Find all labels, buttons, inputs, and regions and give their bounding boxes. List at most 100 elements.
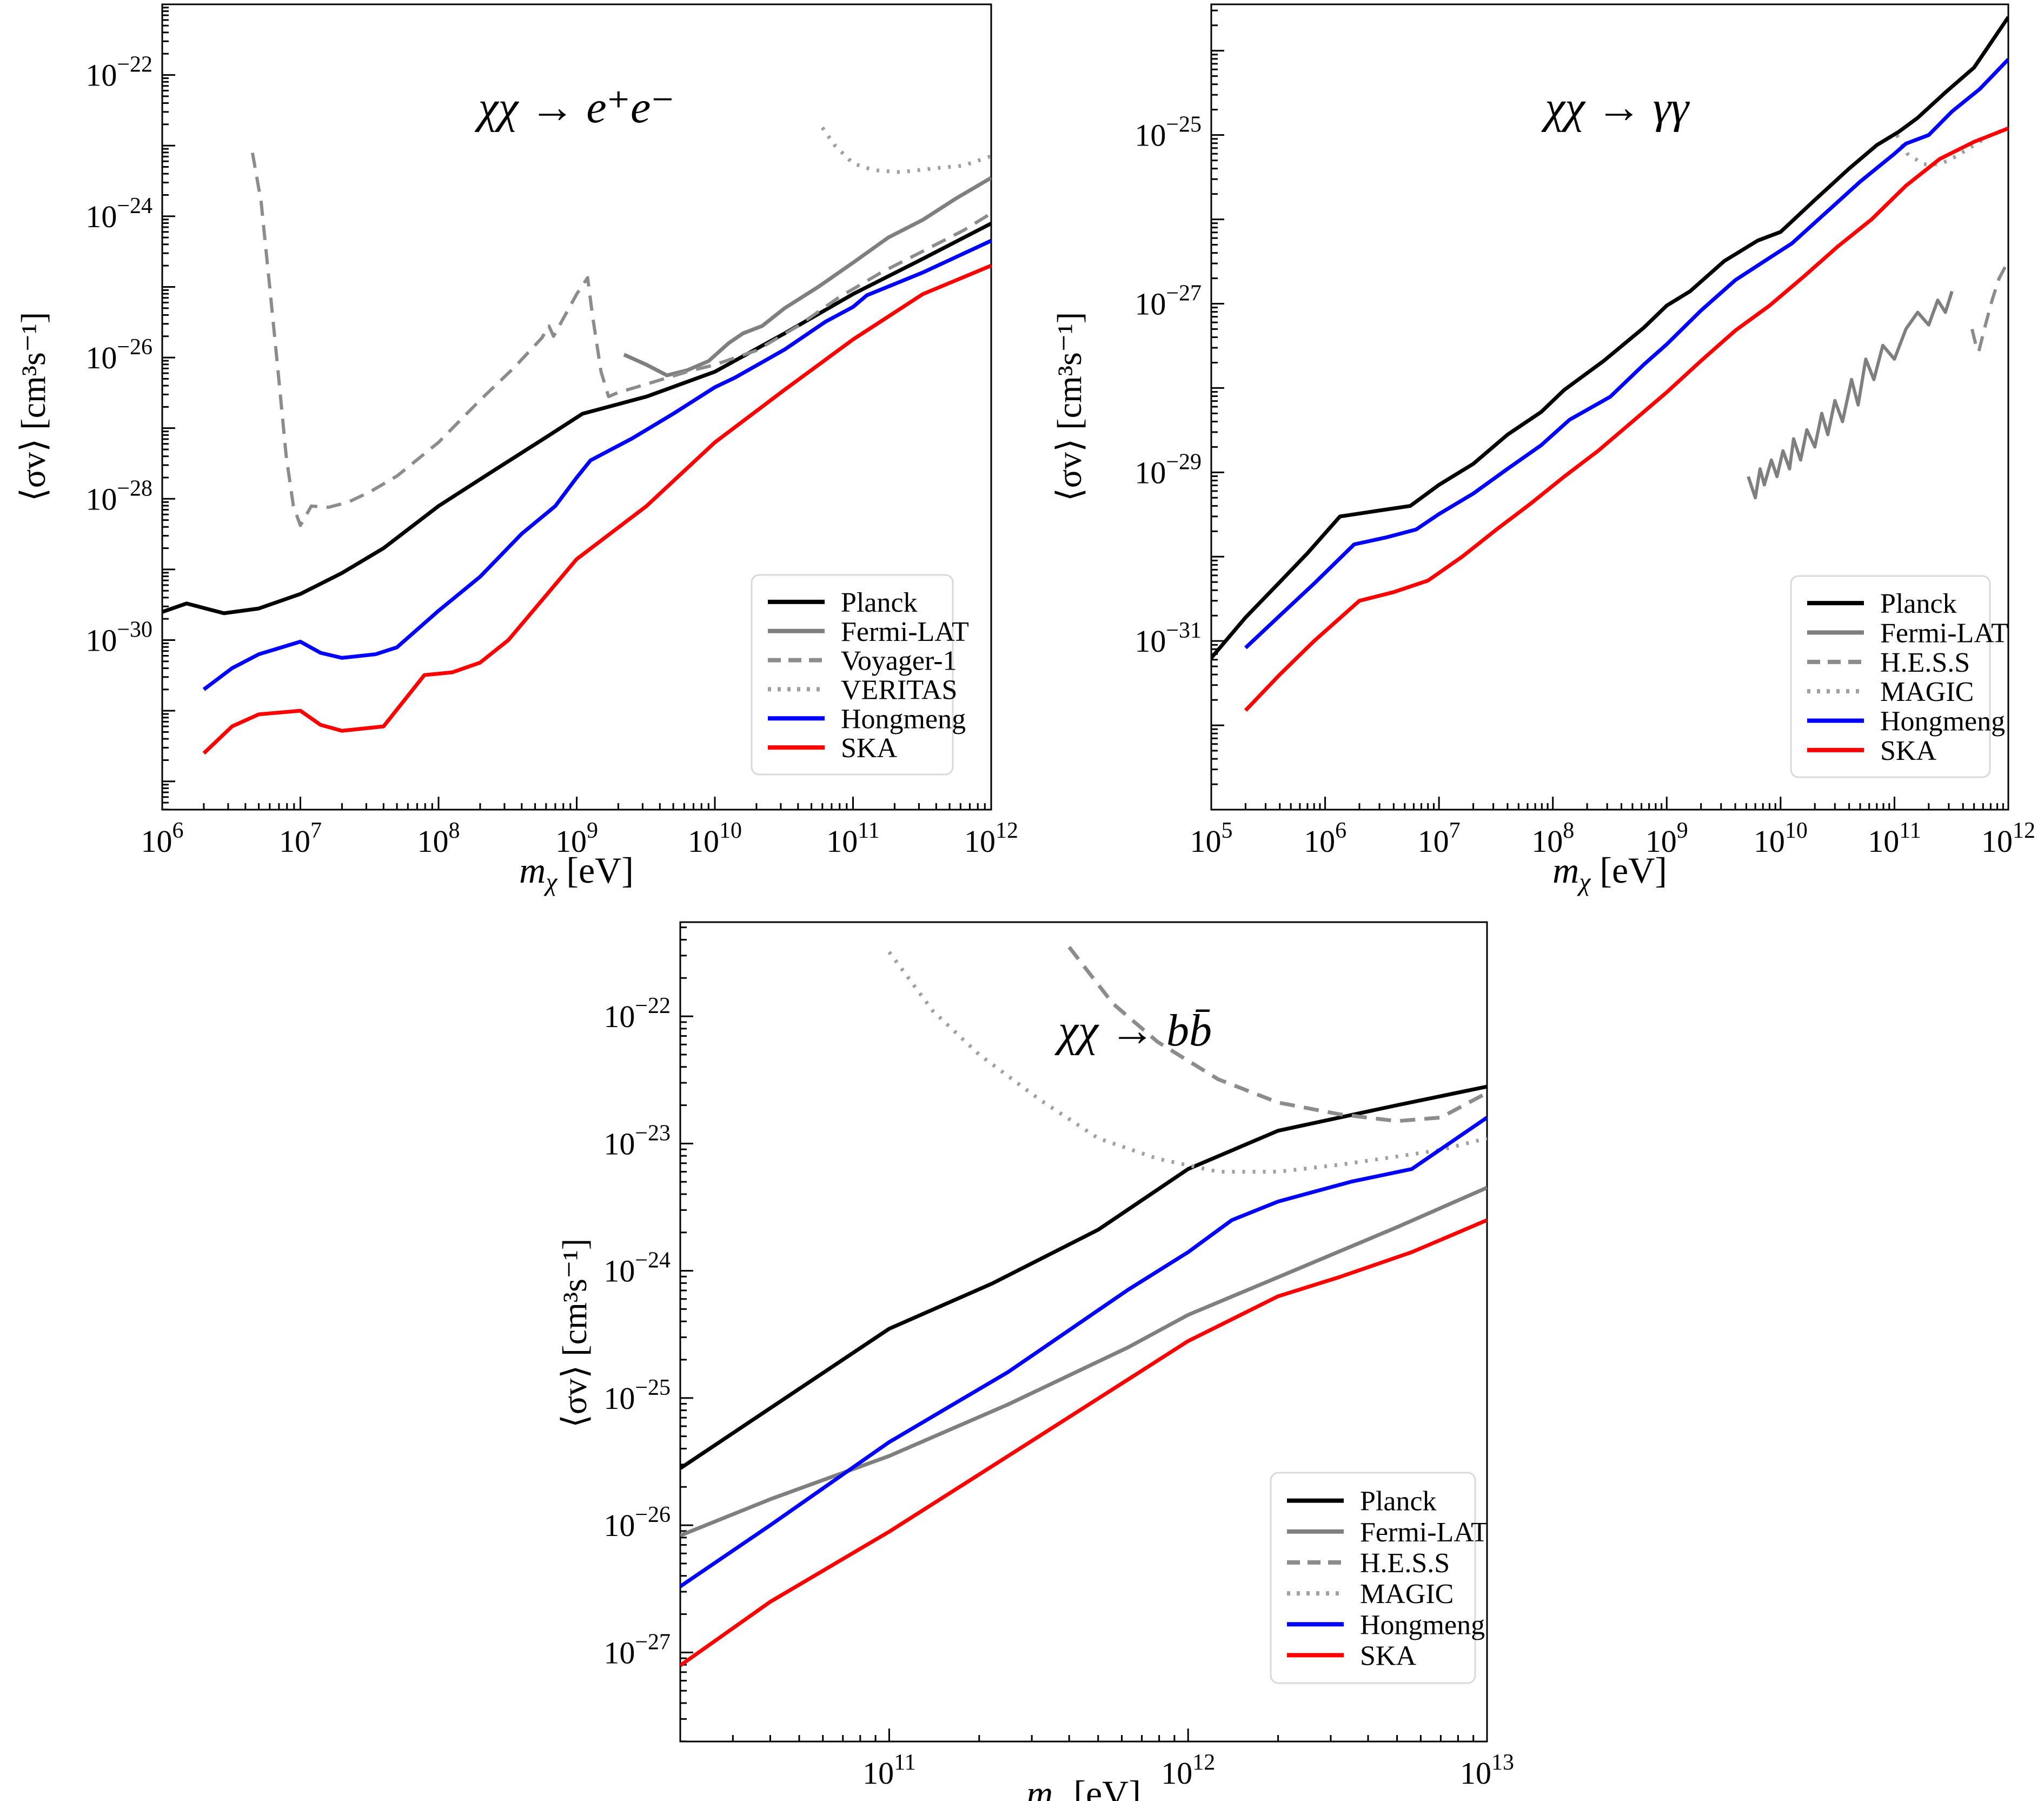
- tick-label: 1012: [1161, 1750, 1215, 1791]
- tick-label: 10−27: [1134, 281, 1202, 322]
- chart-panel-bbbar: χχ → bb̄ ⟨σv⟩ [cm³s⁻¹] mχ [eV] 101110121…: [511, 900, 1533, 1801]
- x-label-subscript: χ: [546, 868, 558, 897]
- series-line-planck: [680, 1084, 1487, 1470]
- legend-label: Planck: [1360, 1486, 1437, 1517]
- chart-title-gammagamma: χχ → γγ: [1544, 82, 1689, 133]
- legend-label: SKA: [841, 733, 897, 764]
- series-line-hongmeng: [1244, 58, 2008, 650]
- legend-label: VERITAS: [841, 674, 957, 705]
- tick-label: 1012: [1981, 818, 2035, 859]
- tick-label: 1010: [688, 818, 742, 859]
- series-line-fermi-lat: [680, 1186, 1487, 1538]
- tick-label: 1011: [862, 1750, 915, 1791]
- tick-labels: 106 107 108 109 1010 1011 1012 10−22 10−24 10−26 1…: [85, 52, 1018, 859]
- tick-label: 10−23: [603, 1121, 671, 1161]
- x-axis-label-ee: mχ [eV]: [519, 849, 634, 897]
- series-line-planck: [162, 222, 991, 615]
- tick-label: 10−24: [85, 194, 152, 234]
- tick-label: 10−26: [85, 335, 152, 375]
- tick-label: 109: [1645, 818, 1688, 859]
- chart-panel-ee: χχ → e⁺e⁻ ⟨σv⟩ [cm³s⁻¹] mχ [eV] 106 107 10…: [0, 0, 1022, 900]
- tick-label: 10−24: [603, 1248, 671, 1289]
- series-group: [680, 945, 1487, 1667]
- legend-label: Planck: [841, 587, 918, 618]
- series-line-magic: [887, 951, 1487, 1174]
- axes-frame: [1210, 3, 2009, 811]
- tick-label: 10−28: [85, 476, 152, 517]
- legend-label: Voyager-1: [841, 646, 957, 677]
- tick-labels: 105 106 107 108 109 1010 1011 1012 10−25 10−27 10−…: [1134, 112, 2035, 859]
- x-label-unit: [eV]: [557, 850, 634, 891]
- series-group: [1211, 16, 2008, 712]
- tick-label: 1013: [1460, 1750, 1514, 1791]
- tick-label: 10−25: [1134, 112, 1202, 153]
- chart-panel-gammagamma: χχ → γγ ⟨σv⟩ [cm³s⁻¹] mχ [eV] 105 106 107 1…: [1022, 0, 2044, 900]
- series-line-hongmeng: [680, 1116, 1487, 1588]
- legend: PlanckFermi-LATVoyager-1VERITASHongmengS…: [751, 574, 969, 776]
- tick-label: 105: [1190, 818, 1233, 859]
- series-group: [162, 126, 991, 755]
- legend-label: MAGIC: [1880, 677, 1974, 707]
- x-label-unit: [eV]: [1590, 850, 1667, 891]
- series-line-ska: [202, 263, 991, 755]
- tick-label: 109: [555, 818, 598, 859]
- legend-label: SKA: [1880, 736, 1936, 766]
- tick-label: 1011: [826, 818, 879, 859]
- tick-label: 10−27: [603, 1630, 671, 1670]
- chart-title-ee: χχ → e⁺e⁻: [478, 82, 675, 133]
- series-line-fermi-lat: [1747, 290, 1954, 500]
- x-label-symbol: m: [519, 850, 546, 891]
- series-line-ska: [1244, 127, 2008, 712]
- series-line-h-e-s-s: [1067, 945, 1487, 1123]
- tick-label: 108: [1531, 818, 1574, 859]
- series-line-ska: [680, 1218, 1487, 1667]
- legend-label: Hongmeng: [1880, 706, 2005, 737]
- tick-label: 106: [141, 818, 184, 859]
- legend-label: Fermi-LAT: [841, 617, 969, 647]
- series-line-voyager-1: [250, 153, 991, 527]
- chart-title-bbbar: χχ → bb̄: [1058, 1005, 1212, 1056]
- legend-label: Hongmeng: [841, 704, 966, 734]
- tick-label: 10−31: [1134, 618, 1202, 659]
- legend-label: Fermi-LAT: [1880, 618, 2008, 649]
- x-label-unit: [eV]: [1064, 1773, 1141, 1801]
- axes-frame: [679, 921, 1488, 1743]
- legend-label: SKA: [1360, 1640, 1416, 1671]
- plot-area-ee: 106 107 108 109 1010 1011 1012 10−22 10−24 10−26 1…: [85, 3, 1018, 859]
- legend-label: H.E.S.S: [1880, 647, 1970, 678]
- tick-label: 107: [1418, 818, 1461, 859]
- legend-label: Hongmeng: [1360, 1610, 1485, 1640]
- tick-label: 10−29: [1134, 449, 1202, 490]
- legend-label: H.E.S.S: [1360, 1548, 1450, 1579]
- series-line-fermi-lat: [623, 176, 991, 378]
- x-label-subscript: χ: [1579, 868, 1591, 897]
- tick-label: 108: [417, 818, 460, 859]
- axes-frame: [161, 3, 992, 811]
- series-line-planck: [1211, 16, 2008, 659]
- x-axis-label-bbbar: mχ [eV]: [1026, 1772, 1141, 1801]
- tick-label: 10−30: [85, 618, 152, 658]
- legend-label: Planck: [1880, 588, 1957, 619]
- legend-label: MAGIC: [1360, 1579, 1454, 1610]
- x-label-symbol: m: [1026, 1773, 1053, 1801]
- x-label-symbol: m: [1552, 850, 1580, 891]
- tick-label: 10−26: [603, 1502, 671, 1543]
- series-line-veritas: [820, 126, 991, 174]
- tick-label: 1011: [1868, 818, 1921, 859]
- tick-label: 1012: [964, 818, 1018, 859]
- tick-labels: 1011 1012 1013 10−22 10−23 10−24 10−25 10−26 10−…: [603, 994, 1514, 1791]
- series-line-hongmeng: [202, 239, 991, 691]
- tick-label: 10−25: [603, 1375, 671, 1416]
- series-line-h-e-s-s: [1970, 260, 2008, 354]
- plot-area-bbbar: 1011 1012 1013 10−22 10−23 10−24 10−25 10−26 10−…: [603, 921, 1514, 1791]
- x-label-subscript: χ: [1053, 1791, 1064, 1801]
- legend-label: Fermi-LAT: [1360, 1517, 1488, 1548]
- plot-area-gammagamma: 105 106 107 108 109 1010 1011 1012 10−25 10−27 10−…: [1134, 3, 2035, 859]
- tick-label: 10−22: [85, 52, 152, 93]
- x-axis-label-gammagamma: mχ [eV]: [1552, 849, 1667, 897]
- tick-label: 10−22: [603, 994, 671, 1034]
- tick-label: 106: [1304, 818, 1346, 859]
